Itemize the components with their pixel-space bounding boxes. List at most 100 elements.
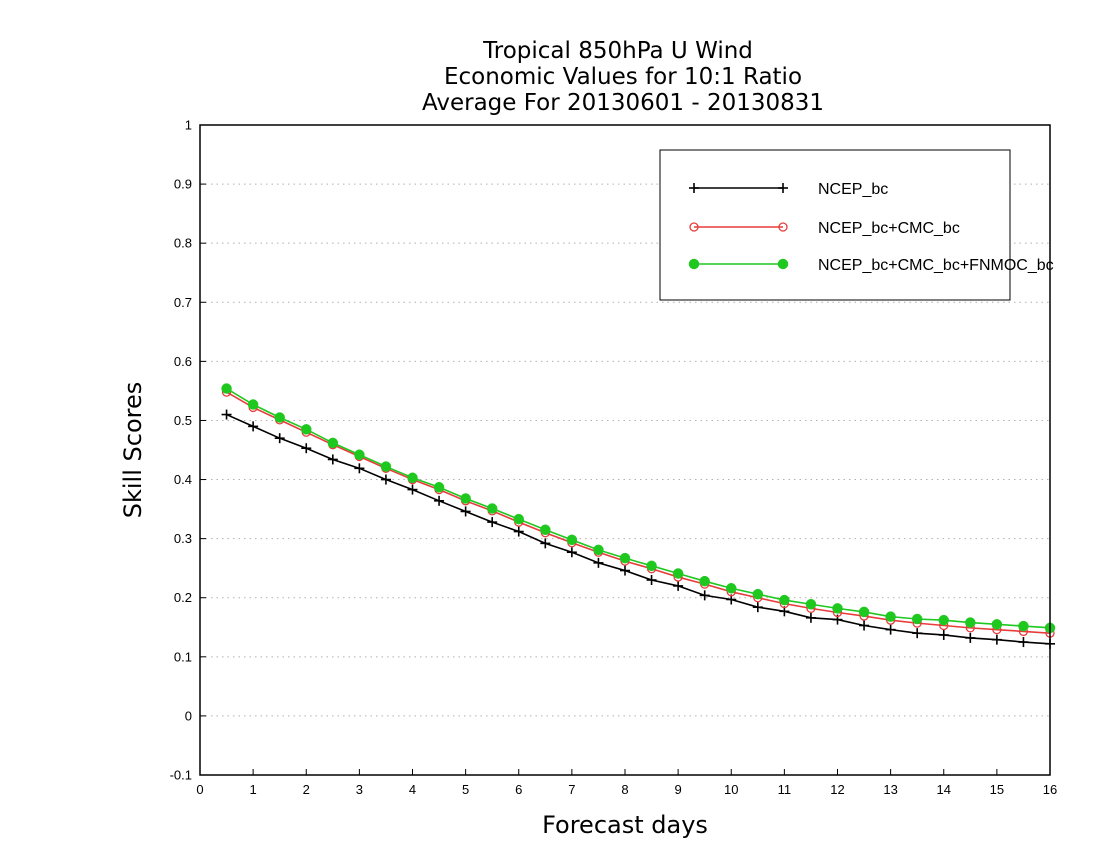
x-tick-label: 10 [724, 782, 738, 797]
series-open-circle [221, 387, 1055, 638]
x-axis: 0 1 2 3 4 5 6 7 8 9 10 11 12 13 14 15 16 [196, 769, 1057, 797]
data-point [805, 598, 817, 610]
data-point [274, 433, 285, 444]
y-tick-label: -0.1 [170, 768, 192, 783]
x-tick-label: 5 [462, 782, 469, 797]
data-point [327, 437, 339, 449]
legend-box [659, 149, 1011, 301]
data-point [911, 613, 923, 625]
data-point [805, 612, 816, 623]
x-tick-label: 16 [1043, 782, 1057, 797]
data-point [858, 606, 870, 618]
y-tick-label: 0.1 [174, 649, 192, 664]
data-point [779, 594, 790, 606]
data-point [1018, 637, 1029, 648]
data-point [778, 183, 788, 193]
data-point [673, 580, 684, 591]
data-point [777, 258, 789, 270]
x-tick-label: 8 [621, 782, 628, 797]
x-axis-label: Forecast days [542, 811, 708, 839]
x-tick-label: 6 [515, 782, 522, 797]
series-line [226, 391, 1051, 634]
x-tick-label: 0 [196, 782, 203, 797]
data-point [540, 538, 551, 549]
data-point [221, 383, 232, 394]
data-point [380, 474, 391, 485]
series-line [226, 413, 1051, 645]
data-point [460, 506, 471, 517]
x-tick-label: 1 [250, 782, 257, 797]
chart-title: Tropical 850hPa U Wind Economic Values f… [422, 38, 824, 116]
data-point [513, 526, 524, 537]
data-point [752, 588, 764, 600]
legend-label: NCEP_bc [818, 181, 888, 198]
y-tick-label: 0.8 [174, 236, 192, 251]
data-point [699, 575, 710, 587]
data-point [991, 619, 1003, 630]
x-tick-label: 14 [937, 782, 951, 797]
title-line-1: Tropical 850hPa U Wind [482, 38, 753, 64]
data-point [247, 399, 259, 410]
data-point [354, 463, 365, 474]
data-point [380, 461, 392, 472]
data-point [938, 629, 949, 640]
x-tick-label: 13 [883, 782, 897, 797]
data-point [301, 424, 312, 435]
data-point [752, 602, 763, 613]
data-point [689, 183, 699, 193]
x-tick-label: 2 [303, 782, 310, 797]
y-tick-label: 0.5 [174, 413, 192, 428]
data-point [566, 534, 578, 546]
legend-item: NCEP_bc [689, 181, 888, 198]
series-line [226, 387, 1051, 629]
data-point [620, 565, 630, 576]
data-point [221, 409, 232, 420]
legend-item: NCEP_bc+CMC_bc [689, 220, 960, 237]
data-point [354, 449, 365, 460]
data-point [646, 575, 657, 585]
x-tick-label: 4 [409, 782, 416, 797]
data-point [566, 547, 577, 558]
x-tick-label: 15 [990, 782, 1004, 797]
data-point [540, 524, 551, 536]
data-point [407, 484, 418, 495]
grid-lines [200, 183, 1050, 717]
title-line-3: Average For 20130601 - 20130831 [422, 90, 824, 116]
data-point [274, 412, 285, 423]
series-filled-circle [221, 383, 1056, 634]
series-plus [221, 409, 1055, 649]
data-point [434, 495, 445, 506]
title-line-2: Economic Values for 10:1 Ratio [444, 64, 802, 90]
data-point [885, 611, 896, 622]
x-tick-label: 11 [778, 782, 792, 797]
legend-item: NCEP_bc+CMC_bc+FNMOC_bc [688, 257, 1054, 274]
y-tick-label: 0.7 [174, 295, 192, 310]
data-point [301, 443, 312, 454]
data-point [513, 513, 524, 525]
y-axis-label: Skill Scores [119, 382, 147, 519]
y-tick-label: 0.4 [174, 472, 192, 487]
y-tick-label: 0.2 [174, 590, 192, 605]
x-tick-label: 7 [568, 782, 575, 797]
data-point [991, 634, 1002, 645]
data-point [938, 614, 949, 626]
data-point [912, 628, 923, 639]
data-point [672, 568, 684, 579]
data-point [646, 560, 657, 572]
data-point [965, 617, 976, 628]
y-tick-label: 1 [185, 118, 192, 133]
data-point [726, 583, 737, 594]
data-point [619, 552, 631, 564]
y-tick-label: 0.9 [174, 177, 192, 192]
series-layer [221, 383, 1056, 649]
legend-label: NCEP_bc+CMC_bc [818, 220, 960, 237]
data-point [965, 632, 976, 643]
legend-label: NCEP_bc+CMC_bc+FNMOC_bc [818, 257, 1054, 274]
y-axis: -0.1 0 0.1 0.2 0.3 0.4 0.5 0.6 0.7 0.8 0.9 1 [170, 118, 206, 783]
data-point [778, 222, 788, 232]
data-point [487, 517, 498, 528]
data-point [593, 544, 604, 556]
x-tick-label: 3 [356, 782, 363, 797]
data-point [1018, 620, 1029, 632]
